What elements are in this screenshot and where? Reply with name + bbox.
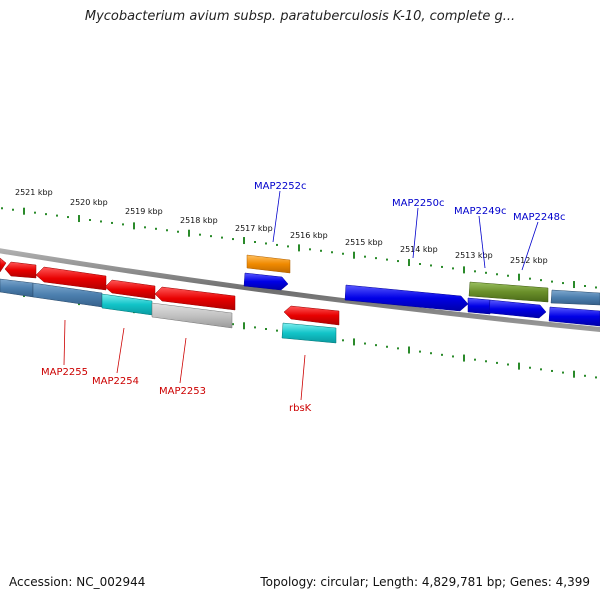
gene-arrow[interactable] (550, 289, 600, 306)
accession-text: Accession: NC_002944 (9, 575, 146, 589)
forward-strand-features (243, 254, 600, 327)
gene-label-rbsk[interactable]: rbsK (289, 403, 312, 414)
outer-ruler-dots (1, 207, 597, 289)
gene-arrow[interactable] (104, 279, 156, 300)
gene-arrow[interactable] (35, 266, 107, 291)
gene-label-map2248c[interactable]: MAP2248c (513, 212, 565, 223)
ruler-label: 2517 kbp (235, 224, 273, 233)
gene-label-map2249c[interactable]: MAP2249c (454, 206, 506, 217)
gene-label-map2252c[interactable]: MAP2252c (254, 181, 306, 192)
gene-arrow[interactable] (243, 272, 289, 291)
gene-arrow[interactable] (246, 254, 291, 274)
gene-arrow[interactable] (283, 305, 340, 326)
genome-backbone (0, 248, 600, 333)
gene-arrow[interactable] (154, 286, 236, 311)
gene-arrow[interactable] (0, 257, 7, 273)
gene-arrow[interactable] (468, 281, 549, 303)
gene-label-map2254[interactable]: MAP2254 (92, 376, 139, 387)
map-title: Mycobacterium avium subsp. paratuberculo… (84, 9, 516, 24)
gene-arrow[interactable] (281, 322, 337, 344)
ruler-label: 2519 kbp (125, 207, 163, 216)
ruler-label: 2512 kbp (510, 256, 548, 265)
gene-label-map2255[interactable]: MAP2255 (41, 367, 88, 378)
ruler-label: 2516 kbp (290, 231, 328, 240)
genome-stats-text: Topology: circular; Length: 4,829,781 bp… (260, 575, 590, 589)
reverse-strand-features (0, 257, 340, 344)
gene-arrow[interactable] (488, 299, 547, 319)
gene-arrow[interactable] (4, 261, 37, 279)
ruler-label: 2515 kbp (345, 238, 383, 247)
gene-label-map2253[interactable]: MAP2253 (159, 386, 206, 397)
outer-ruler: 2521 kbp 2520 kbp 2519 kbp 2518 kbp 2517… (1, 188, 597, 289)
gene-label-map2250c[interactable]: MAP2250c (392, 198, 444, 209)
gene-arrow[interactable] (0, 278, 34, 298)
gene-arrow[interactable] (548, 306, 600, 327)
gene-arrow[interactable] (344, 284, 469, 312)
ruler-label: 2518 kbp (180, 216, 218, 225)
gene-arrow[interactable] (467, 297, 491, 315)
ruler-label: 2521 kbp (15, 188, 53, 197)
ruler-label: 2520 kbp (70, 198, 108, 207)
gene-labels: MAP2252c MAP2250c MAP2249c MAP2248c MAP2… (41, 181, 565, 414)
ruler-label: 2514 kbp (400, 245, 438, 254)
ruler-label: 2513 kbp (455, 251, 493, 260)
gene-arrow[interactable] (151, 302, 233, 329)
label-leader-lines (63, 190, 539, 401)
